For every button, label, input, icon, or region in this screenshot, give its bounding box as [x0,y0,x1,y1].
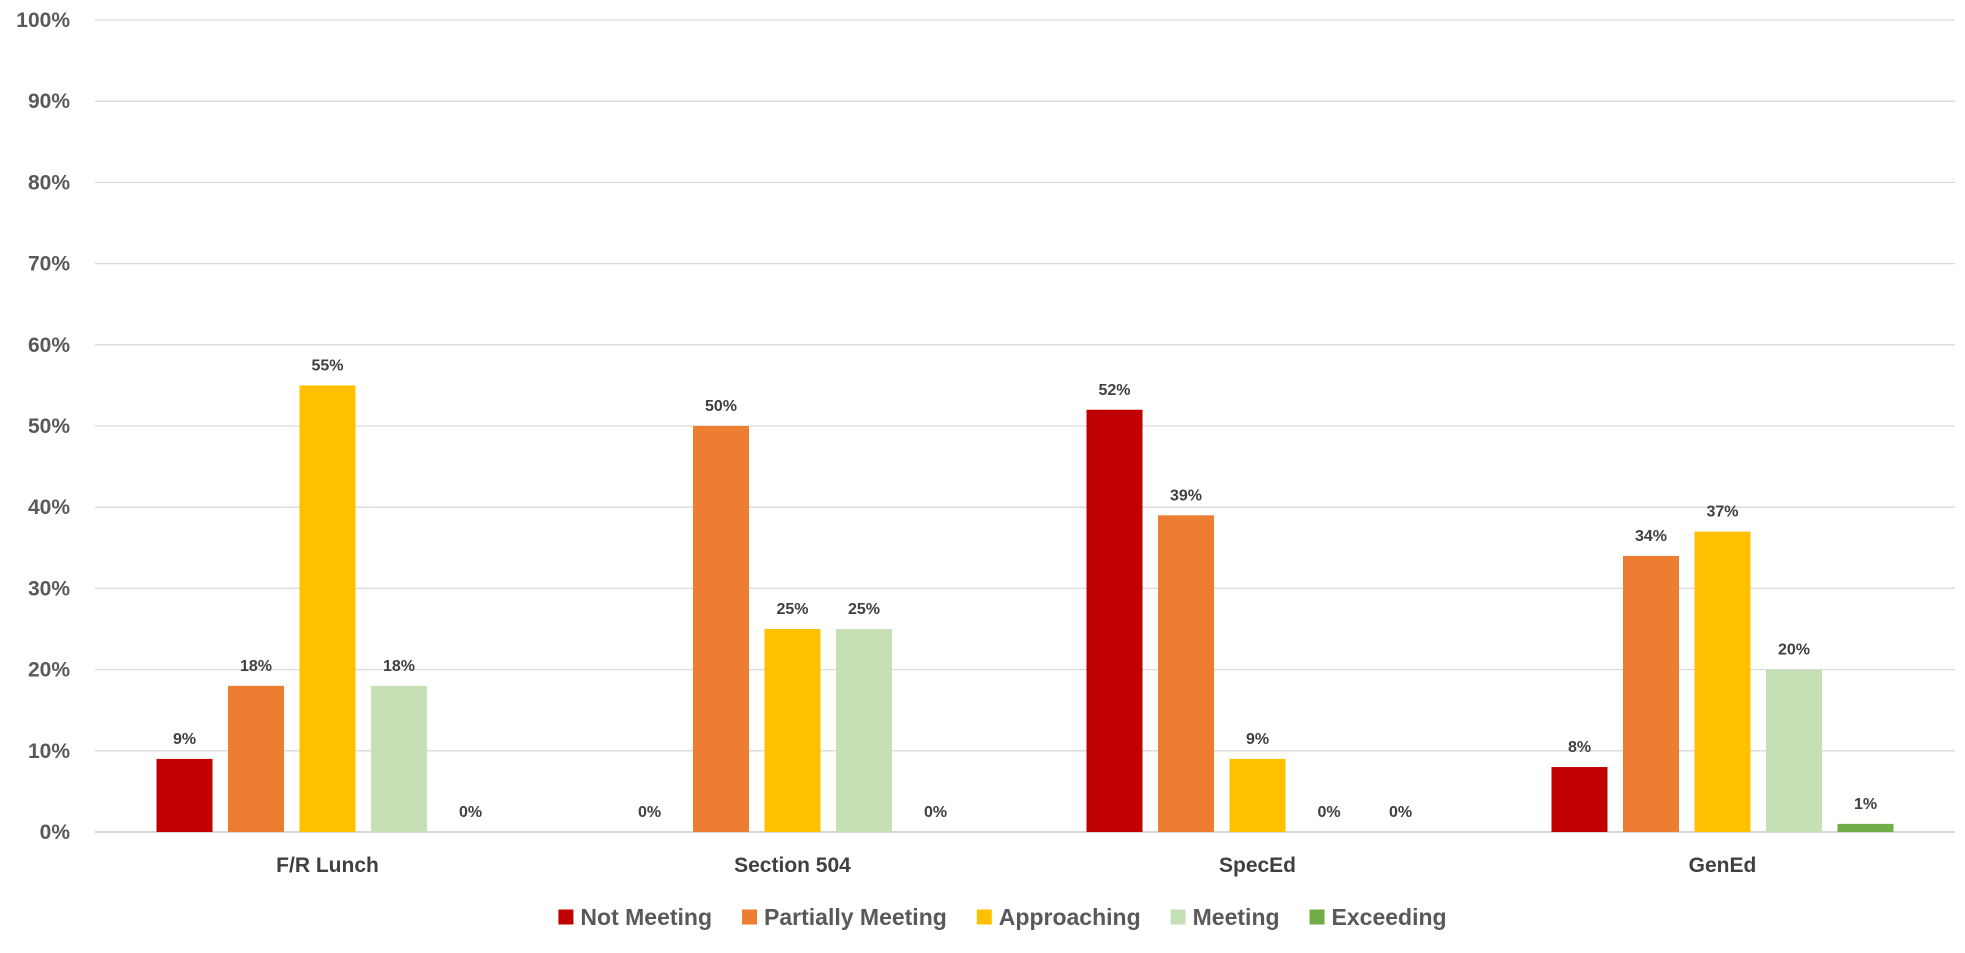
y-tick-label: 40% [28,496,70,519]
legend-item-approaching: Approaching [976,904,1141,930]
bar-approaching [1694,531,1751,832]
y-tick-label: 30% [28,577,70,600]
bar-meeting [371,685,427,832]
x-tick-label: F/R Lunch [276,854,379,877]
legend-item-meeting: Meeting [1170,904,1280,930]
data-label: 50% [705,398,737,415]
legend-label: Approaching [999,904,1141,930]
legend: Not Meeting Partially Meeting Approaching M… [558,904,1447,930]
y-tick-label: 60% [28,334,70,357]
data-label: 8% [1568,739,1591,756]
data-label: 0% [924,804,947,821]
legend-swatch [1170,909,1186,925]
legend-swatch [558,909,574,925]
y-tick-label: 70% [28,253,70,276]
x-tick-label: Section 504 [734,854,851,877]
legend-label: Exceeding [1332,904,1447,930]
legend-swatch [1309,909,1325,925]
bar-meeting [1766,669,1822,832]
data-label: 55% [311,357,343,374]
x-tick-label: GenEd [1689,854,1757,877]
bar-exceeding [1837,823,1894,832]
x-axis-ticks: F/R Lunch Section 504 SpecEd GenEd [276,854,1756,877]
data-label: 9% [173,731,196,748]
y-tick-label: 50% [28,415,70,438]
data-label: 37% [1706,504,1738,521]
bar-partially-meeting [1623,555,1679,832]
bar-approaching [764,629,821,832]
data-label: 34% [1635,528,1667,545]
data-label: 18% [240,658,272,675]
y-tick-label: 20% [28,659,70,682]
bar-not-meeting [156,758,213,832]
y-tick-label: 90% [28,90,70,113]
bar-approaching [299,385,356,832]
legend-item-partially-meeting: Partially Meeting [742,904,947,930]
legend-swatch [976,909,992,925]
data-label: 0% [1389,804,1412,821]
data-label: 0% [1317,804,1340,821]
data-label: 9% [1246,731,1269,748]
data-label: 0% [459,804,482,821]
data-labels: 9% 18% 55% 18% 0% 0% 50% 25% 25% 0% 52% 39% 9% 0% 0% 8%… [173,357,1877,821]
y-axis-ticks: 0% 10% 20% 30% 40% 50% 60% 70% 80% 90% 100% [16,9,70,844]
bars [156,385,1894,832]
data-label: 0% [638,804,661,821]
legend-label: Not Meeting [580,904,712,930]
bar-partially-meeting [228,685,284,832]
bar-not-meeting [1551,767,1608,832]
y-tick-label: 0% [40,821,71,844]
bar-not-meeting [1086,409,1143,832]
bar-meeting [836,629,892,832]
x-tick-label: SpecEd [1219,854,1296,877]
legend-swatch [742,909,758,925]
legend-label: Meeting [1193,904,1280,930]
bar-partially-meeting [693,426,749,832]
data-label: 25% [848,601,880,618]
bar-approaching [1229,758,1286,832]
legend-item-not-meeting: Not Meeting [558,904,712,930]
y-tick-label: 10% [28,740,70,763]
legend-label: Partially Meeting [764,904,947,930]
data-label: 25% [776,601,808,618]
y-tick-label: 100% [16,9,70,32]
data-label: 18% [383,658,415,675]
legend-item-exceeding: Exceeding [1309,904,1447,930]
data-label: 39% [1170,487,1202,504]
data-label: 52% [1098,382,1130,399]
y-tick-label: 80% [28,171,70,194]
data-label: 1% [1854,796,1877,813]
data-label: 20% [1778,642,1810,659]
bar-partially-meeting [1158,515,1214,832]
